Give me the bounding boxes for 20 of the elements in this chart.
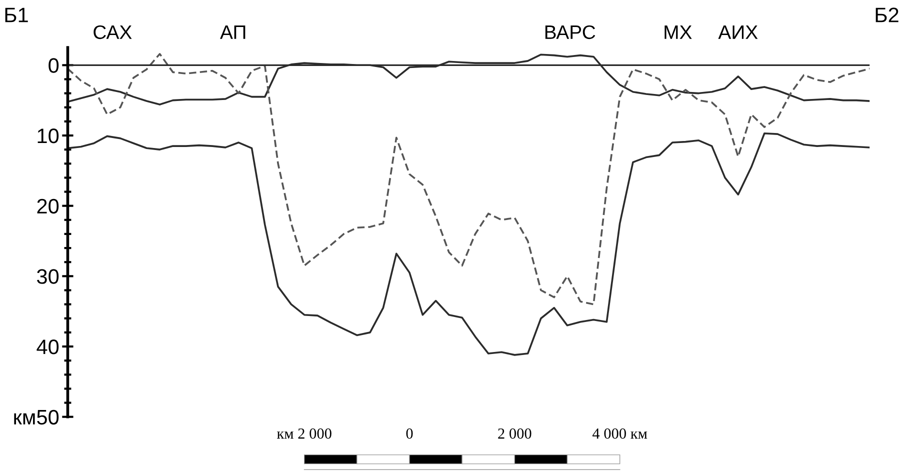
line-series — [68, 132, 870, 356]
line-series — [68, 54, 870, 106]
x-tick-label: км 2 000 — [276, 428, 332, 439]
line-series — [68, 52, 870, 306]
y-tick-label: км50 — [14, 410, 59, 425]
y-tick-label: 0 — [48, 58, 59, 73]
text: Б2 — [876, 8, 898, 22]
annotation: АП — [220, 26, 246, 39]
y-tick-label: 10 — [38, 128, 59, 144]
x-tick-label: 4 000 км — [592, 428, 648, 439]
x-tick-label: 0 — [406, 428, 413, 439]
text: Б1 — [5, 8, 28, 22]
y-tick-label: 30 — [37, 269, 59, 284]
annotation: ВАРС — [545, 25, 596, 40]
y-tick-label: 40 — [36, 340, 59, 354]
y-tick-label: 20 — [37, 198, 59, 214]
annotation: МХ — [664, 26, 692, 39]
annotation: АИХ — [718, 26, 758, 39]
annotation: САХ — [94, 25, 132, 40]
x-tick-label: 2 000 — [498, 428, 532, 439]
